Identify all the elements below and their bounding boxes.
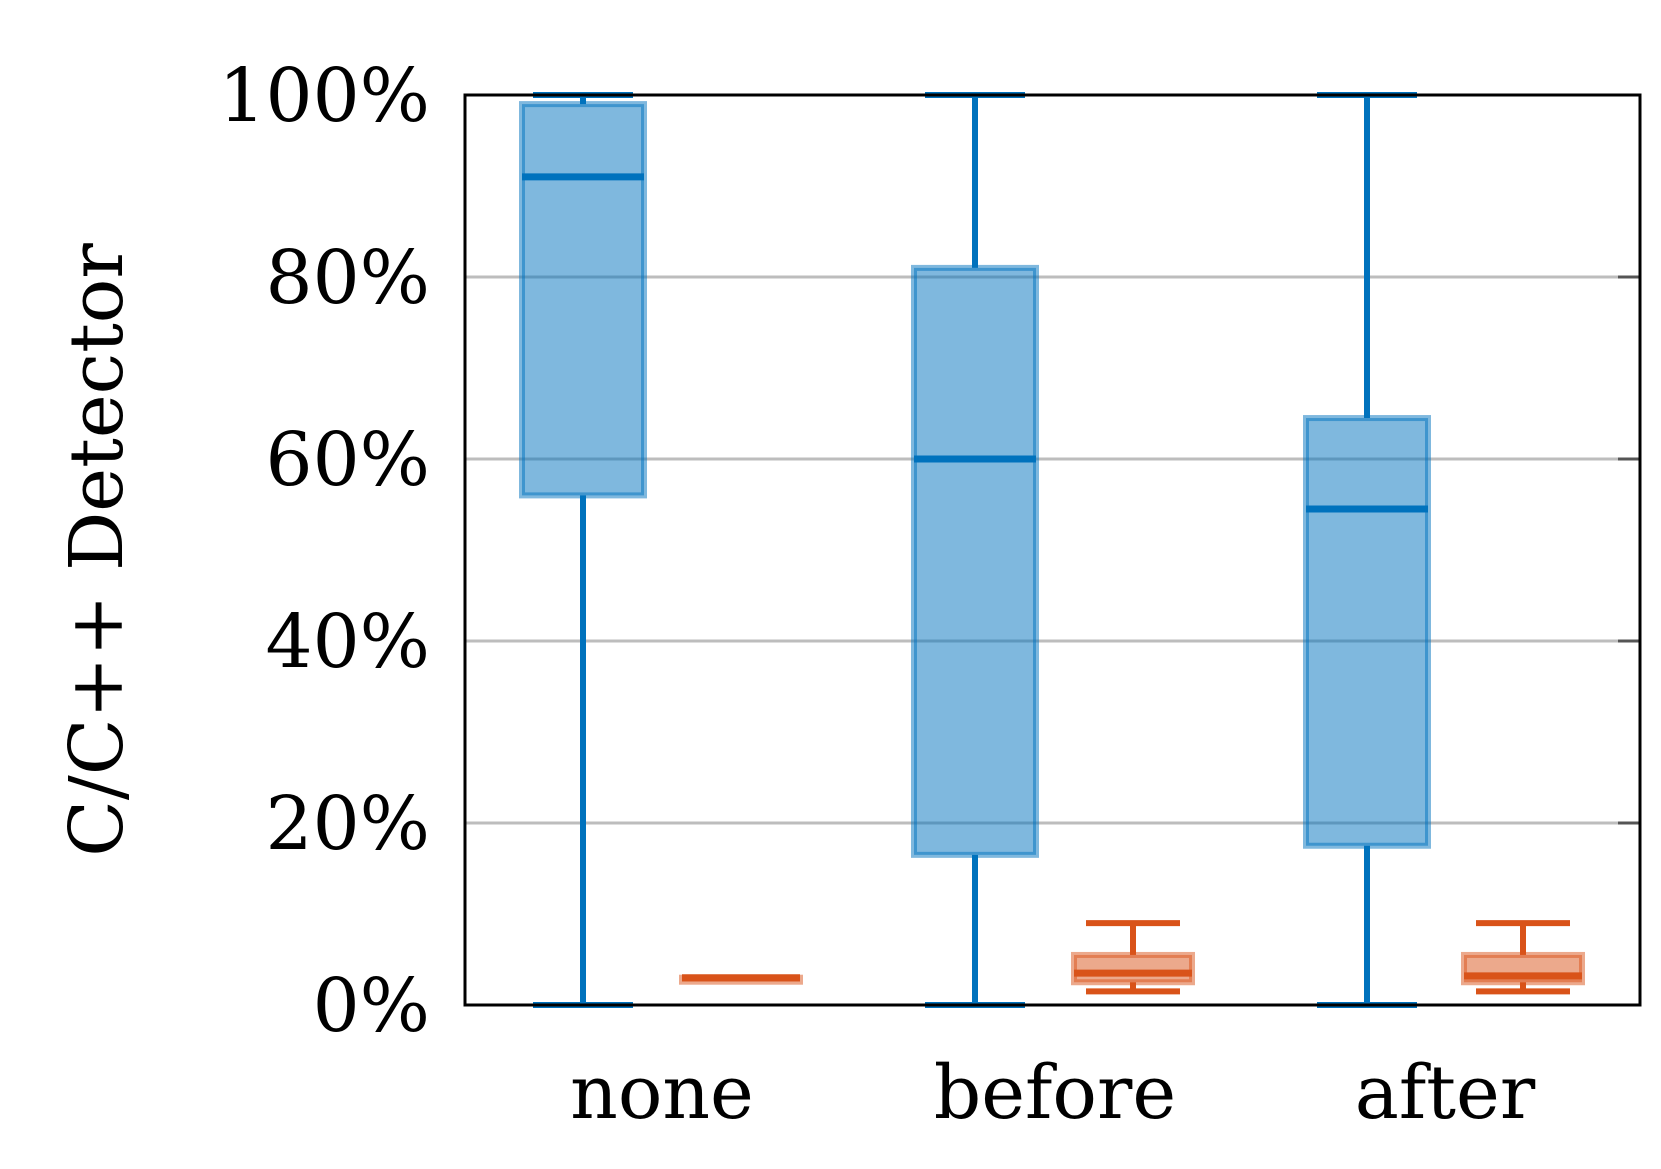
box (1303, 415, 1431, 849)
y-tick-label: 40% (266, 599, 430, 685)
x-axis-categories: none before after (570, 1050, 1536, 1136)
plot-frame (463, 93, 1642, 1007)
box (519, 101, 647, 499)
x-category-label: before (934, 1050, 1176, 1136)
x-category-label: after (1355, 1050, 1536, 1136)
y-axis-ticks: 0% 20% 40% 60% 80% 100% (218, 53, 430, 1049)
x-category-label: none (570, 1050, 754, 1136)
box (911, 264, 1039, 858)
y-tick-label: 20% (266, 781, 430, 867)
box-series (519, 92, 1585, 1008)
y-tick-label: 60% (266, 417, 430, 503)
y-tick-label: 80% (266, 235, 430, 321)
gridlines (465, 275, 1640, 825)
y-axis-label: C/C++ Detector (54, 243, 140, 857)
y-tick-label: 100% (218, 53, 430, 139)
box (1071, 951, 1195, 986)
y-tick-label: 0% (313, 963, 430, 1049)
